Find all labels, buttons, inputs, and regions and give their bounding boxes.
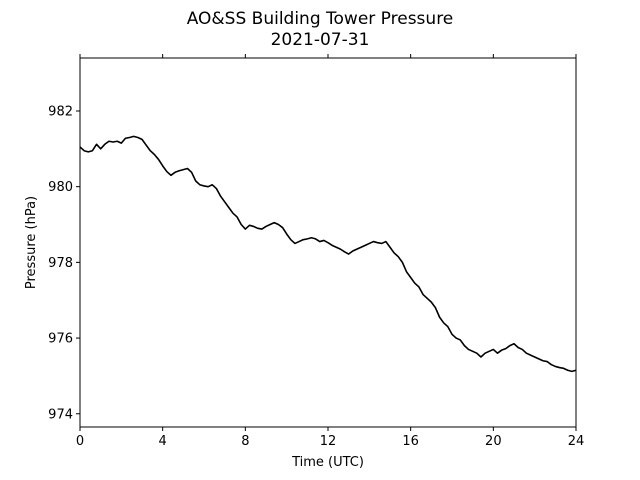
chart-title: AO&SS Building Tower Pressure [187, 9, 454, 29]
y-tick-label: 978 [48, 256, 73, 271]
x-tick-label: 24 [568, 434, 585, 449]
axis-ticks: 0 4 8 12 16 20 24 974 976 978 980 982 [48, 54, 584, 449]
y-tick-label: 982 [48, 104, 73, 119]
x-tick-label: 0 [76, 434, 84, 449]
data-series [79, 135, 577, 373]
x-tick-label: 12 [320, 434, 337, 449]
x-axis-label: Time (UTC) [291, 455, 364, 470]
x-tick-label: 16 [402, 434, 419, 449]
y-axis-label: Pressure (hPa) [24, 196, 39, 289]
chart-subtitle: 2021-07-31 [271, 30, 370, 50]
x-tick-label: 8 [241, 434, 249, 449]
x-tick-label: 20 [485, 434, 502, 449]
y-tick-label: 974 [48, 407, 73, 422]
pressure-line [79, 135, 577, 373]
x-tick-label: 4 [159, 434, 167, 449]
y-tick-label: 976 [48, 332, 73, 347]
y-tick-label: 980 [48, 180, 73, 195]
plot-frame [79, 57, 577, 428]
